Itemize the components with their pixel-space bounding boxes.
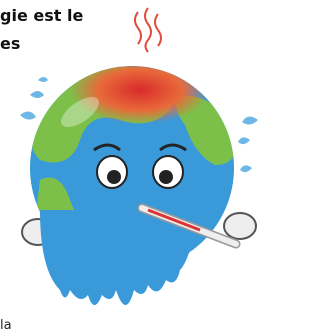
melting-earth-illustration <box>0 0 281 332</box>
globe <box>30 56 236 305</box>
text-line: gie est le <box>0 6 83 25</box>
page: gie est le es la <box>0 0 281 332</box>
text-line: la <box>0 318 12 332</box>
heat-waves <box>135 8 161 52</box>
text-line: es <box>0 34 20 53</box>
